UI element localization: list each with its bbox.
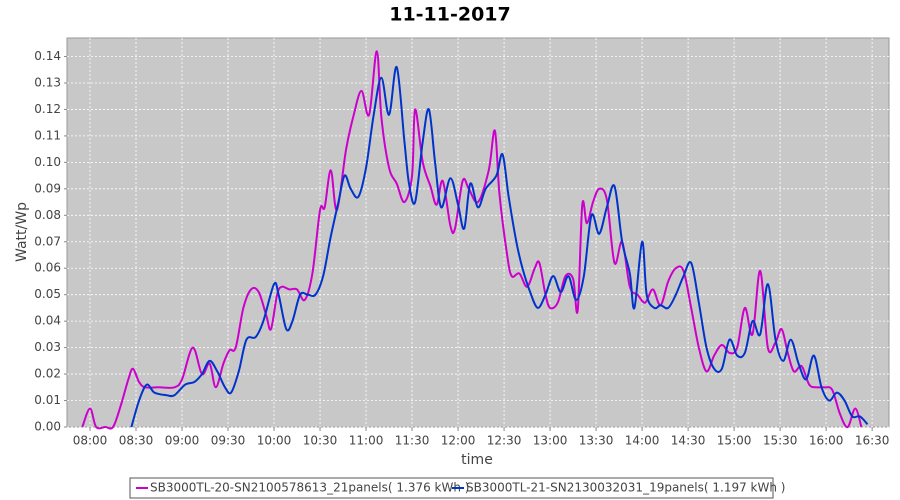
legend bbox=[129, 477, 774, 499]
x-tick-label: 15:30 bbox=[763, 434, 798, 448]
x-tick-label: 16:30 bbox=[855, 434, 890, 448]
legend-label: SB3000TL-21-SN2130032031_19panels( 1.197… bbox=[466, 481, 785, 495]
x-tick-label: 16:00 bbox=[809, 434, 844, 448]
chart-title: 11-11-2017 bbox=[389, 4, 511, 26]
y-tick-label: 0.12 bbox=[34, 102, 61, 116]
y-tick-label: 0.04 bbox=[34, 314, 61, 328]
plot-area bbox=[66, 37, 890, 428]
x-tick-label: 14:30 bbox=[671, 434, 706, 448]
x-tick-label: 09:30 bbox=[211, 434, 246, 448]
x-axis-title: time bbox=[461, 452, 493, 468]
y-tick-label: 0.06 bbox=[34, 261, 61, 275]
y-tick-label: 0.09 bbox=[34, 181, 61, 195]
y-tick-label: 0.03 bbox=[34, 340, 61, 354]
x-tick-label: 15:00 bbox=[717, 434, 752, 448]
x-tick-label: 13:30 bbox=[579, 434, 614, 448]
x-tick-label: 10:30 bbox=[303, 434, 338, 448]
y-tick-label: 0.02 bbox=[34, 367, 61, 381]
y-tick-label: 0.10 bbox=[34, 155, 61, 169]
x-tick-label: 08:00 bbox=[73, 434, 108, 448]
y-tick-label: 0.13 bbox=[34, 75, 61, 89]
legend-label: SB3000TL-20-SN2100578613_21panels( 1.376… bbox=[150, 481, 469, 495]
series-line bbox=[130, 66, 869, 428]
x-tick-label: 13:00 bbox=[533, 434, 568, 448]
x-tick-label: 14:00 bbox=[625, 434, 660, 448]
x-tick-label: 11:00 bbox=[349, 434, 384, 448]
y-tick-label: 0.14 bbox=[34, 49, 61, 63]
x-tick-label: 12:30 bbox=[487, 434, 522, 448]
series-line bbox=[81, 50, 863, 430]
y-tick-label: 0.05 bbox=[34, 287, 61, 301]
y-tick-label: 0.00 bbox=[34, 420, 61, 434]
y-tick-label: 0.11 bbox=[34, 128, 61, 142]
x-tick-label: 12:00 bbox=[441, 434, 476, 448]
y-axis-title: Watt/Wp bbox=[14, 202, 30, 262]
x-tick-label: 08:30 bbox=[119, 434, 154, 448]
y-tick-label: 0.08 bbox=[34, 208, 61, 222]
y-tick-label: 0.07 bbox=[34, 234, 61, 248]
x-tick-label: 11:30 bbox=[395, 434, 430, 448]
y-tick-label: 0.01 bbox=[34, 393, 61, 407]
x-tick-label: 09:00 bbox=[165, 434, 200, 448]
x-tick-label: 10:00 bbox=[257, 434, 292, 448]
